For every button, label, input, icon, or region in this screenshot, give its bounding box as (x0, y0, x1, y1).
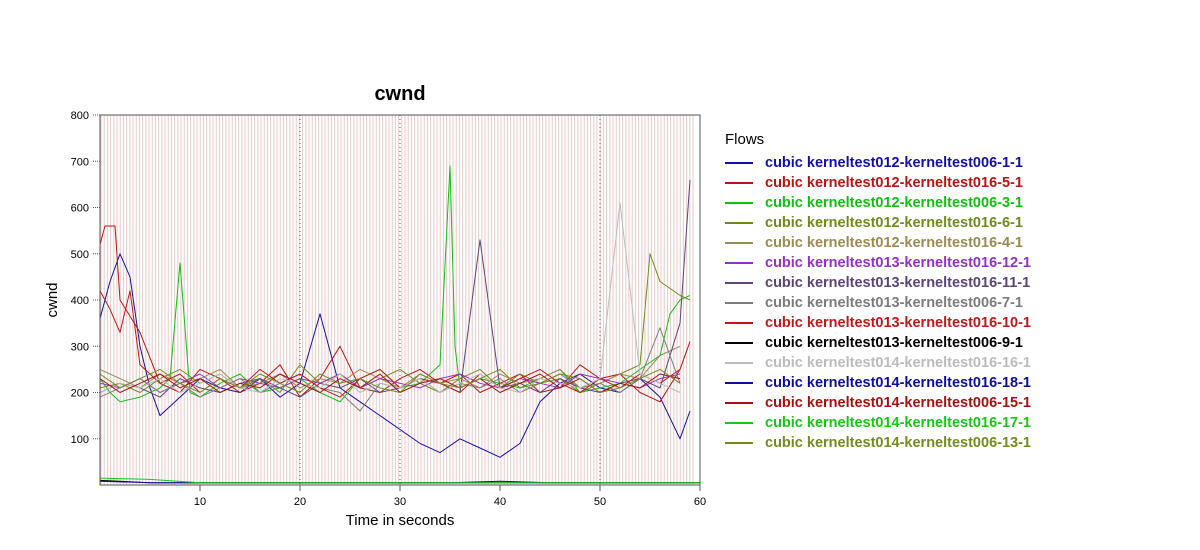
legend-swatch (725, 182, 753, 184)
legend-item: cubic kerneltest014-kerneltest006-15-1 (725, 393, 1031, 413)
y-tick-label: 500 (71, 249, 89, 261)
legend-swatch (725, 422, 753, 424)
legend-label: cubic kerneltest012-kerneltest016-6-1 (765, 215, 1023, 231)
y-tick-label: 100 (71, 434, 89, 446)
legend-label: cubic kerneltest012-kerneltest016-4-1 (765, 235, 1023, 251)
series-lines (99, 165, 700, 484)
x-axis-ticks: 10 20 30 40 50 60 (194, 485, 706, 508)
legend-label: cubic kerneltest014-kerneltest016-17-1 (765, 415, 1031, 431)
legend-swatch (725, 222, 753, 224)
legend-item: cubic kerneltest012-kerneltest016-5-1 (725, 173, 1031, 193)
legend-item: cubic kerneltest014-kerneltest006-13-1 (725, 433, 1031, 453)
y-tick-label: 300 (71, 341, 89, 353)
series-line-14 (99, 477, 700, 484)
legend-swatch (725, 282, 753, 284)
series-line-1 (99, 253, 691, 458)
legend-label: cubic kerneltest013-kerneltest016-12-1 (765, 255, 1031, 271)
legend-swatch (725, 382, 753, 384)
legend-swatch (725, 442, 753, 444)
legend-swatch (725, 342, 753, 344)
legend-item: cubic kerneltest013-kerneltest016-10-1 (725, 313, 1031, 333)
series-line-9 (99, 290, 681, 398)
legend-item: cubic kerneltest013-kerneltest006-9-1 (725, 333, 1031, 353)
series-line-11 (99, 202, 681, 393)
x-tick-label: 20 (294, 496, 306, 508)
legend: Flows cubic kerneltest012-kerneltest006-… (725, 130, 1031, 453)
grid (299, 115, 601, 485)
legend-swatch (725, 322, 753, 324)
y-tick-label: 400 (71, 295, 89, 307)
legend-item: cubic kerneltest012-kerneltest016-6-1 (725, 213, 1031, 233)
legend-label: cubic kerneltest013-kerneltest016-10-1 (765, 315, 1031, 331)
y-axis-label: cwnd (44, 282, 61, 317)
legend-item: cubic kerneltest012-kerneltest006-1-1 (725, 153, 1031, 173)
legend-item: cubic kerneltest012-kerneltest016-4-1 (725, 233, 1031, 253)
legend-label: cubic kerneltest014-kerneltest016-18-1 (765, 375, 1031, 391)
legend-label: cubic kerneltest014-kerneltest016-16-1 (765, 355, 1031, 371)
legend-swatch (725, 242, 753, 244)
legend-item: cubic kerneltest014-kerneltest016-17-1 (725, 413, 1031, 433)
legend-label: cubic kerneltest013-kerneltest006-9-1 (765, 335, 1023, 351)
legend-label: cubic kerneltest012-kerneltest006-3-1 (765, 195, 1023, 211)
legend-swatch (725, 362, 753, 364)
series-line-15 (99, 368, 681, 393)
legend-item: cubic kerneltest013-kerneltest016-11-1 (725, 273, 1031, 293)
legend-title: Flows (725, 131, 765, 148)
legend-swatch (725, 402, 753, 404)
legend-swatch (725, 302, 753, 304)
y-tick-label: 200 (71, 388, 89, 400)
legend-item: cubic kerneltest012-kerneltest006-3-1 (725, 193, 1031, 213)
legend-item: cubic kerneltest014-kerneltest016-18-1 (725, 373, 1031, 393)
x-tick-label: 30 (394, 496, 406, 508)
legend-swatch (725, 162, 753, 164)
y-axis-ticks: 100 200 300 400 500 600 700 800 (71, 110, 100, 446)
series-line-6 (99, 373, 681, 393)
chart-title: cwnd (374, 83, 425, 105)
legend-swatch (725, 202, 753, 204)
legend-swatch (725, 262, 753, 264)
x-tick-label: 40 (494, 496, 506, 508)
y-tick-label: 800 (71, 110, 89, 122)
legend-item: cubic kerneltest013-kerneltest016-12-1 (725, 253, 1031, 273)
y-tick-label: 600 (71, 203, 89, 215)
legend-item: cubic kerneltest014-kerneltest016-16-1 (725, 353, 1031, 373)
x-tick-label: 50 (594, 496, 606, 508)
x-axis-label: Time in seconds (346, 512, 455, 529)
legend-label: cubic kerneltest013-kerneltest016-11-1 (765, 275, 1031, 291)
legend-label: cubic kerneltest012-kerneltest016-5-1 (765, 175, 1023, 191)
legend-label: cubic kerneltest014-kerneltest006-13-1 (765, 435, 1031, 451)
legend-item: cubic kerneltest013-kerneltest006-7-1 (725, 293, 1031, 313)
legend-label: cubic kerneltest014-kerneltest006-15-1 (765, 395, 1031, 411)
legend-label: cubic kerneltest012-kerneltest006-1-1 (765, 155, 1023, 171)
x-tick-label: 60 (694, 496, 706, 508)
legend-items: cubic kerneltest012-kerneltest006-1-1 cub… (725, 153, 1031, 453)
legend-label: cubic kerneltest013-kerneltest006-7-1 (765, 295, 1023, 311)
x-tick-label: 10 (194, 496, 206, 508)
background-band (100, 115, 694, 485)
y-tick-label: 700 (71, 156, 89, 168)
